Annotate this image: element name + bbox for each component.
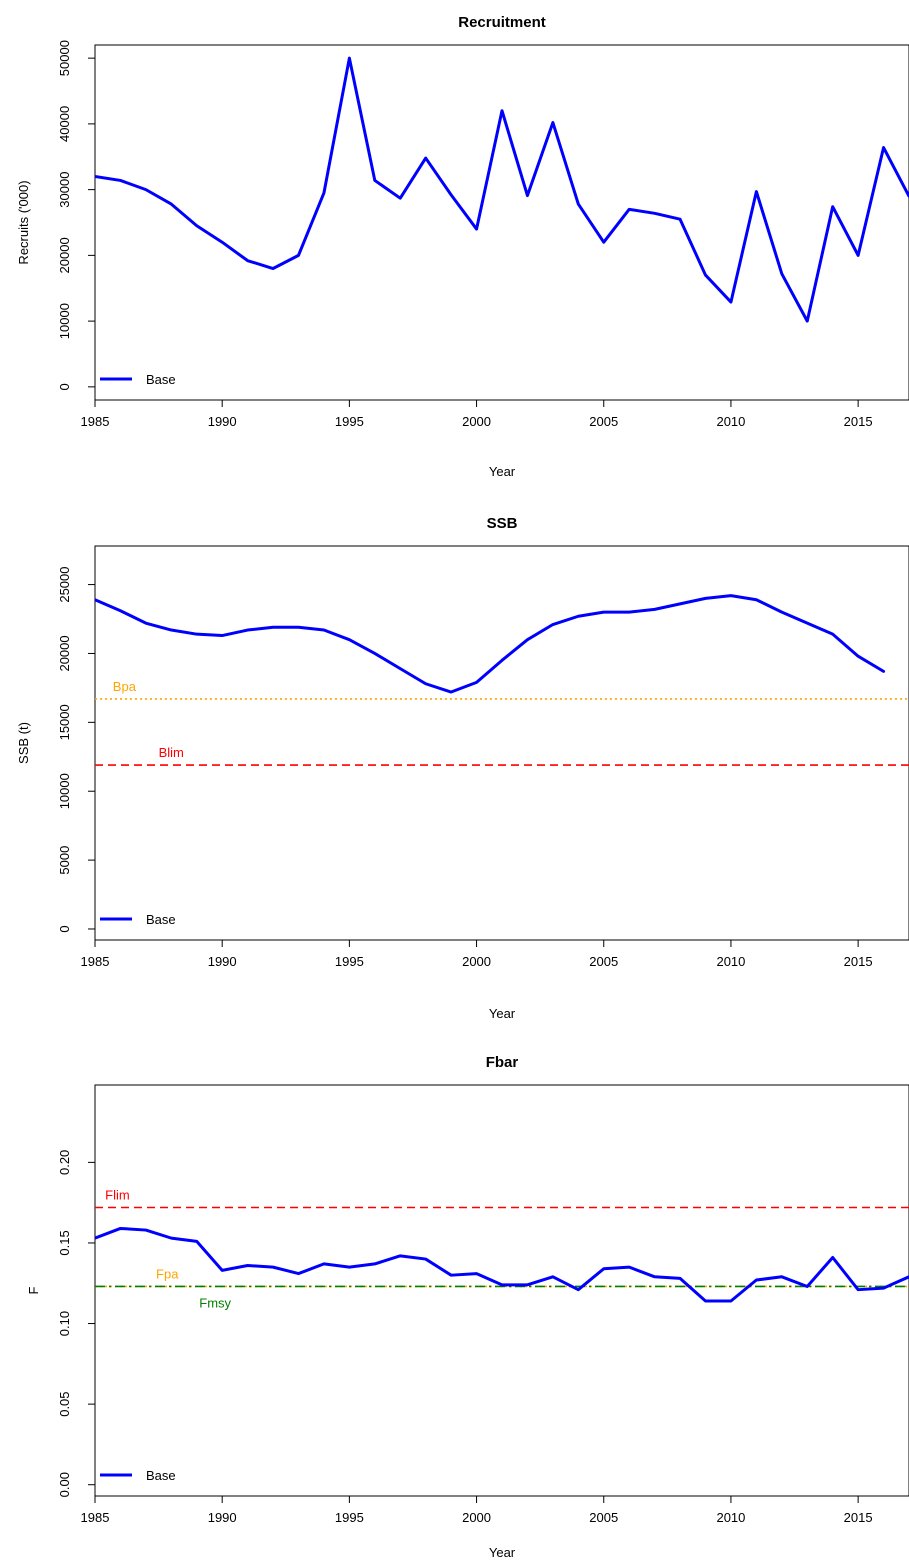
x-tick-label: 2005: [589, 954, 618, 969]
x-tick-label: 2010: [716, 954, 745, 969]
x-axis-label: Year: [489, 1006, 516, 1021]
plot-frame: [94, 44, 909, 401]
y-tick-label: 15000: [57, 704, 72, 740]
y-tick-label: 0: [57, 383, 72, 390]
y-tick-label: 20000: [57, 237, 72, 273]
reference-label-fmsy: Fmsy: [199, 1295, 231, 1310]
x-tick-label: 1995: [335, 414, 364, 429]
y-tick-label: 10000: [57, 773, 72, 809]
series-line-base: [95, 56, 909, 323]
x-tick-label: 2005: [589, 1510, 618, 1525]
y-tick-label: 30000: [57, 172, 72, 208]
y-tick-label: 5000: [57, 846, 72, 875]
legend-label: Base: [146, 1468, 176, 1483]
reference-label-bpa: Bpa: [113, 679, 137, 694]
reference-label-flim: Flim: [105, 1187, 130, 1202]
plot-area: [95, 594, 909, 766]
y-tick-label: 0: [57, 925, 72, 932]
y-tick-label: 0.15: [57, 1230, 72, 1255]
reference-label-fpa: Fpa: [156, 1266, 179, 1281]
chart-title: Fbar: [486, 1054, 519, 1071]
x-tick-label: 1995: [335, 954, 364, 969]
x-tick-label: 1985: [81, 954, 110, 969]
x-tick-label: 2010: [716, 414, 745, 429]
x-tick-label: 2010: [716, 1510, 745, 1525]
chart-panel-1: Recruitment 1985 1990 1995 2000 2005 2010 2015 0…: [16, 14, 909, 479]
y-tick-label: 0.10: [57, 1311, 72, 1336]
y-tick-label: 20000: [57, 635, 72, 671]
series-line-base: [95, 594, 886, 694]
plot-area: [95, 1206, 909, 1303]
chart-title: SSB: [487, 515, 518, 532]
x-tick-label: 1985: [81, 414, 110, 429]
y-axis-label: SSB (t): [16, 722, 31, 764]
x-axis-label: Year: [489, 1545, 516, 1560]
x-tick-label: 2015: [844, 954, 873, 969]
x-tick-label: 2005: [589, 414, 618, 429]
legend-label: Base: [146, 912, 176, 927]
x-tick-label: 1990: [208, 414, 237, 429]
y-tick-label: 0.20: [57, 1150, 72, 1175]
x-tick-label: 2015: [844, 1510, 873, 1525]
plot-frame: [94, 545, 909, 941]
y-tick-label: 25000: [57, 566, 72, 602]
x-tick-label: 1995: [335, 1510, 364, 1525]
x-axis-label: Year: [489, 464, 516, 479]
x-tick-label: 2000: [462, 414, 491, 429]
x-tick-label: 2000: [462, 954, 491, 969]
y-tick-label: 0.05: [57, 1391, 72, 1416]
x-tick-label: 1990: [208, 1510, 237, 1525]
x-tick-label: 1985: [81, 1510, 110, 1525]
y-tick-label: 0.00: [57, 1472, 72, 1497]
y-tick-label: 10000: [57, 303, 72, 339]
series-line-base: [95, 1226, 909, 1303]
chart-panel-2: SSB 1985 1990 1995 2000 2005 2010 2015 0 5000 1000…: [16, 515, 909, 1021]
x-tick-label: 2015: [844, 414, 873, 429]
plot-frame: [94, 1084, 909, 1497]
y-tick-label: 40000: [57, 106, 72, 142]
x-tick-label: 1990: [208, 954, 237, 969]
y-axis-label: F: [26, 1286, 41, 1294]
x-tick-label: 2000: [462, 1510, 491, 1525]
y-tick-label: 50000: [57, 40, 72, 76]
legend-label: Base: [146, 372, 176, 387]
chart-title: Recruitment: [458, 14, 546, 31]
y-axis-label: Recruits ('000): [16, 180, 31, 264]
chart-panel-3: Fbar 1985 1990 1995 2000 2005 2010 2015 0.00 0.05…: [26, 1054, 909, 1560]
reference-label-blim: Blim: [159, 745, 184, 760]
plot-area: [95, 56, 909, 323]
